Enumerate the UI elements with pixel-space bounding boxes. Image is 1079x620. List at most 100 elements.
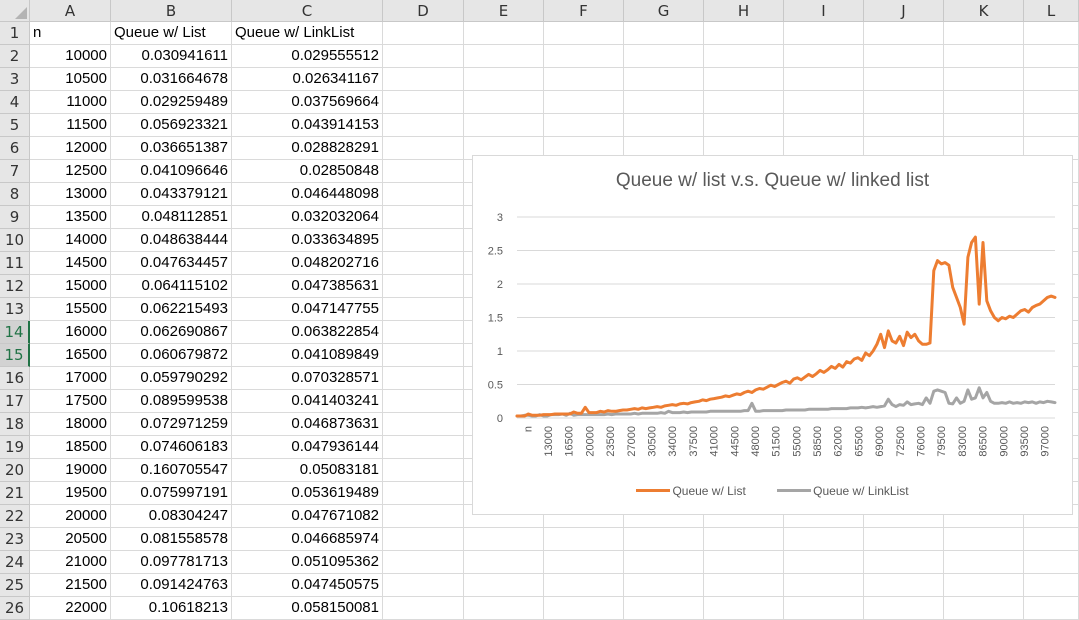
cell-a1[interactable]: n (30, 22, 111, 45)
cell-d21[interactable] (383, 482, 464, 505)
cell-b8[interactable]: 0.043379121 (111, 183, 232, 206)
column-header-d[interactable]: D (383, 0, 464, 22)
cell-d9[interactable] (383, 206, 464, 229)
cell-h4[interactable] (704, 91, 784, 114)
cell-c17[interactable]: 0.041403241 (232, 390, 383, 413)
row-header-15[interactable]: 15 (0, 344, 30, 367)
cell-k26[interactable] (944, 597, 1024, 620)
cell-d14[interactable] (383, 321, 464, 344)
cell-c21[interactable]: 0.053619489 (232, 482, 383, 505)
cell-k2[interactable] (944, 45, 1024, 68)
cell-h2[interactable] (704, 45, 784, 68)
cell-k1[interactable] (944, 22, 1024, 45)
cell-f5[interactable] (544, 114, 624, 137)
cell-j23[interactable] (864, 528, 944, 551)
cell-h1[interactable] (704, 22, 784, 45)
cell-c7[interactable]: 0.02850848 (232, 160, 383, 183)
cell-a21[interactable]: 19500 (30, 482, 111, 505)
column-header-c[interactable]: C (232, 0, 383, 22)
cell-d18[interactable] (383, 413, 464, 436)
cell-d5[interactable] (383, 114, 464, 137)
cell-b26[interactable]: 0.10618213 (111, 597, 232, 620)
row-header-10[interactable]: 10 (0, 229, 30, 252)
row-header-20[interactable]: 20 (0, 459, 30, 482)
cell-d1[interactable] (383, 22, 464, 45)
cell-a13[interactable]: 15500 (30, 298, 111, 321)
cell-c13[interactable]: 0.047147755 (232, 298, 383, 321)
cell-l23[interactable] (1024, 528, 1079, 551)
cell-d15[interactable] (383, 344, 464, 367)
row-header-17[interactable]: 17 (0, 390, 30, 413)
cell-a15[interactable]: 16500 (30, 344, 111, 367)
cell-b22[interactable]: 0.08304247 (111, 505, 232, 528)
cell-a24[interactable]: 21000 (30, 551, 111, 574)
cell-j4[interactable] (864, 91, 944, 114)
cell-i26[interactable] (784, 597, 864, 620)
cell-b9[interactable]: 0.048112851 (111, 206, 232, 229)
cell-a22[interactable]: 20000 (30, 505, 111, 528)
cell-d26[interactable] (383, 597, 464, 620)
cell-d16[interactable] (383, 367, 464, 390)
cell-f1[interactable] (544, 22, 624, 45)
cell-a2[interactable]: 10000 (30, 45, 111, 68)
cell-k23[interactable] (944, 528, 1024, 551)
cell-k24[interactable] (944, 551, 1024, 574)
row-header-2[interactable]: 2 (0, 45, 30, 68)
column-header-k[interactable]: K (944, 0, 1024, 22)
cell-a26[interactable]: 22000 (30, 597, 111, 620)
select-all-corner[interactable] (0, 0, 30, 22)
cell-a23[interactable]: 20500 (30, 528, 111, 551)
cell-f25[interactable] (544, 574, 624, 597)
cell-e26[interactable] (464, 597, 544, 620)
cell-c12[interactable]: 0.047385631 (232, 275, 383, 298)
cell-b5[interactable]: 0.056923321 (111, 114, 232, 137)
cell-l3[interactable] (1024, 68, 1079, 91)
cell-d4[interactable] (383, 91, 464, 114)
cell-c8[interactable]: 0.046448098 (232, 183, 383, 206)
cell-f26[interactable] (544, 597, 624, 620)
cell-j1[interactable] (864, 22, 944, 45)
series-line-list[interactable] (515, 235, 1057, 418)
cell-c9[interactable]: 0.032032064 (232, 206, 383, 229)
cell-a18[interactable]: 18000 (30, 413, 111, 436)
row-header-7[interactable]: 7 (0, 160, 30, 183)
cell-b4[interactable]: 0.029259489 (111, 91, 232, 114)
row-header-24[interactable]: 24 (0, 551, 30, 574)
cell-g4[interactable] (624, 91, 704, 114)
cell-a7[interactable]: 12500 (30, 160, 111, 183)
cell-c4[interactable]: 0.037569664 (232, 91, 383, 114)
cell-c25[interactable]: 0.047450575 (232, 574, 383, 597)
cell-b19[interactable]: 0.074606183 (111, 436, 232, 459)
cell-j22[interactable] (864, 505, 944, 528)
cell-d22[interactable] (383, 505, 464, 528)
cell-c5[interactable]: 0.043914153 (232, 114, 383, 137)
cell-l1[interactable] (1024, 22, 1079, 45)
cell-a8[interactable]: 13000 (30, 183, 111, 206)
column-header-l[interactable]: L (1024, 0, 1079, 22)
cell-l25[interactable] (1024, 574, 1079, 597)
cell-h23[interactable] (704, 528, 784, 551)
cell-d25[interactable] (383, 574, 464, 597)
cell-c14[interactable]: 0.063822854 (232, 321, 383, 344)
cell-f4[interactable] (544, 91, 624, 114)
cell-k22[interactable] (944, 505, 1024, 528)
cell-h24[interactable] (704, 551, 784, 574)
cell-h26[interactable] (704, 597, 784, 620)
row-header-8[interactable]: 8 (0, 183, 30, 206)
column-header-a[interactable]: A (30, 0, 111, 22)
cell-g22[interactable] (624, 505, 704, 528)
column-header-f[interactable]: F (544, 0, 624, 22)
cell-e1[interactable] (464, 22, 544, 45)
cell-i25[interactable] (784, 574, 864, 597)
cell-d6[interactable] (383, 137, 464, 160)
cell-i23[interactable] (784, 528, 864, 551)
cell-b25[interactable]: 0.091424763 (111, 574, 232, 597)
cell-j26[interactable] (864, 597, 944, 620)
cell-f24[interactable] (544, 551, 624, 574)
cell-c1[interactable]: Queue w/ LinkList (232, 22, 383, 45)
cell-a4[interactable]: 11000 (30, 91, 111, 114)
cell-c16[interactable]: 0.070328571 (232, 367, 383, 390)
cell-h22[interactable] (704, 505, 784, 528)
cell-k4[interactable] (944, 91, 1024, 114)
cell-c20[interactable]: 0.05083181 (232, 459, 383, 482)
